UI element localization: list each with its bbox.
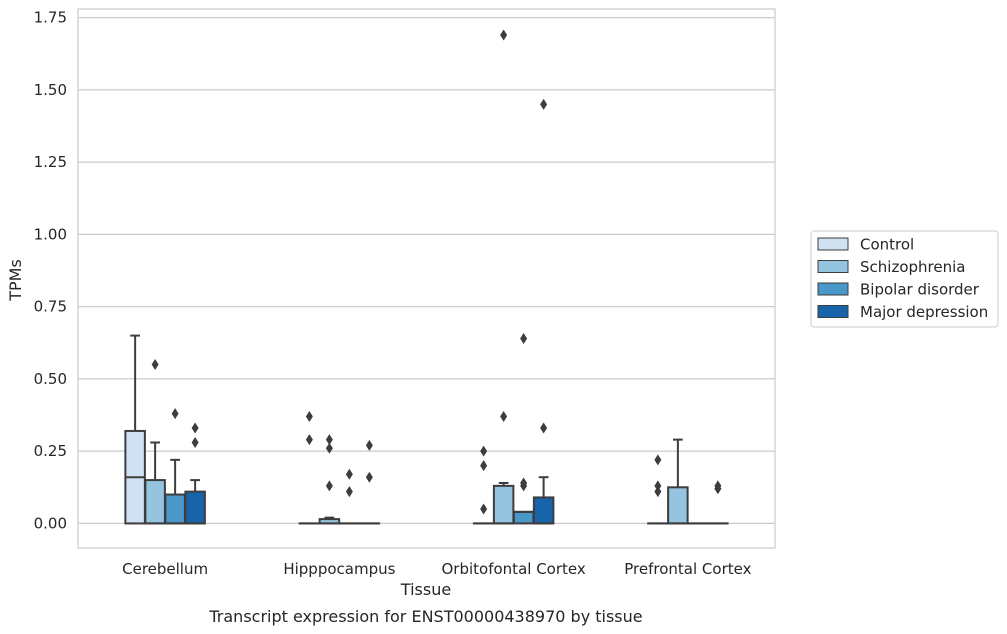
legend-label: Major depression	[860, 303, 988, 321]
boxes	[124, 29, 729, 525]
box-group	[298, 411, 321, 525]
outlier-point	[540, 422, 548, 434]
y-tick-label: 1.75	[34, 9, 67, 27]
outlier-point	[191, 437, 199, 449]
outlier-point	[151, 358, 159, 370]
outlier-point	[654, 486, 662, 498]
box	[164, 493, 186, 525]
x-tick-label: Hipppocampus	[283, 560, 395, 578]
grid-lines	[78, 17, 775, 525]
outlier-point	[480, 445, 488, 457]
outlier-point	[654, 480, 662, 492]
y-tick-label: 0.00	[34, 514, 67, 532]
x-tick-label: Orbitofontal Cortex	[442, 560, 586, 578]
x-axis-label: Tissue	[400, 580, 451, 599]
box	[532, 496, 555, 525]
outlier-point	[714, 483, 722, 495]
outlier-point	[520, 332, 528, 344]
outlier-point	[654, 454, 662, 466]
legend-label: Control	[860, 236, 914, 254]
outlier-point	[500, 29, 508, 41]
outlier-point	[365, 471, 373, 483]
box-group	[492, 29, 515, 525]
box-group	[472, 445, 495, 525]
box-group	[318, 434, 341, 525]
legend-swatch	[817, 282, 849, 296]
outlier-point	[345, 468, 353, 480]
outlier-point	[540, 98, 548, 110]
y-tick-label: 1.50	[34, 81, 67, 99]
box-group	[164, 408, 186, 525]
box-group	[144, 358, 166, 525]
box-group	[707, 480, 729, 525]
legend-swatch	[817, 237, 849, 251]
y-tick-labels: 0.00 0.25 0.50 0.75 1.00 1.25 1.50 1.75	[34, 9, 67, 533]
legend-label: Schizophrenia	[860, 258, 965, 276]
box	[492, 484, 515, 525]
box	[667, 486, 689, 525]
legend-swatch	[817, 305, 849, 318]
outlier-point	[345, 486, 353, 498]
outlier-point	[325, 442, 333, 454]
legend-label: Bipolar disorder	[860, 281, 980, 299]
outlier-point	[365, 439, 373, 451]
y-tick-label: 0.25	[34, 442, 67, 460]
y-axis-label: TPMs	[6, 259, 25, 302]
box	[184, 490, 206, 525]
chart-caption: Transcript expression for ENST0000043897…	[208, 607, 642, 626]
box-group	[124, 334, 146, 525]
box-group	[338, 468, 361, 525]
box-group	[358, 439, 381, 525]
x-tick-label: Prefrontal Cortex	[624, 560, 751, 578]
outlier-point	[480, 503, 488, 515]
outlier-point	[171, 408, 179, 420]
y-tick-label: 1.00	[34, 225, 67, 243]
box-group	[647, 454, 669, 525]
outlier-point	[191, 422, 199, 434]
box-group	[184, 422, 206, 525]
y-tick-label: 0.50	[34, 370, 67, 388]
outlier-point	[520, 480, 528, 492]
legend-frame	[810, 230, 999, 328]
x-tick-labels: Cerebellum Hipppocampus Orbitofontal Corte…	[122, 560, 751, 578]
x-tick-label: Cerebellum	[122, 560, 208, 578]
box	[512, 510, 535, 525]
y-tick-label: 1.25	[34, 153, 67, 171]
box-group	[512, 332, 535, 525]
legend-swatch	[817, 260, 849, 273]
box	[144, 479, 166, 525]
box-group	[532, 98, 555, 525]
plot-area-frame	[77, 8, 776, 549]
y-tick-label: 0.75	[34, 298, 67, 316]
legend: Control Schizophrenia Bipolar disorder Majo…	[810, 230, 999, 328]
outlier-point	[305, 411, 313, 423]
outlier-point	[480, 460, 488, 472]
outlier-point	[325, 480, 333, 492]
outlier-point	[325, 434, 333, 446]
outlier-point	[500, 411, 508, 423]
box-group	[667, 438, 689, 525]
outlier-point	[305, 434, 313, 446]
